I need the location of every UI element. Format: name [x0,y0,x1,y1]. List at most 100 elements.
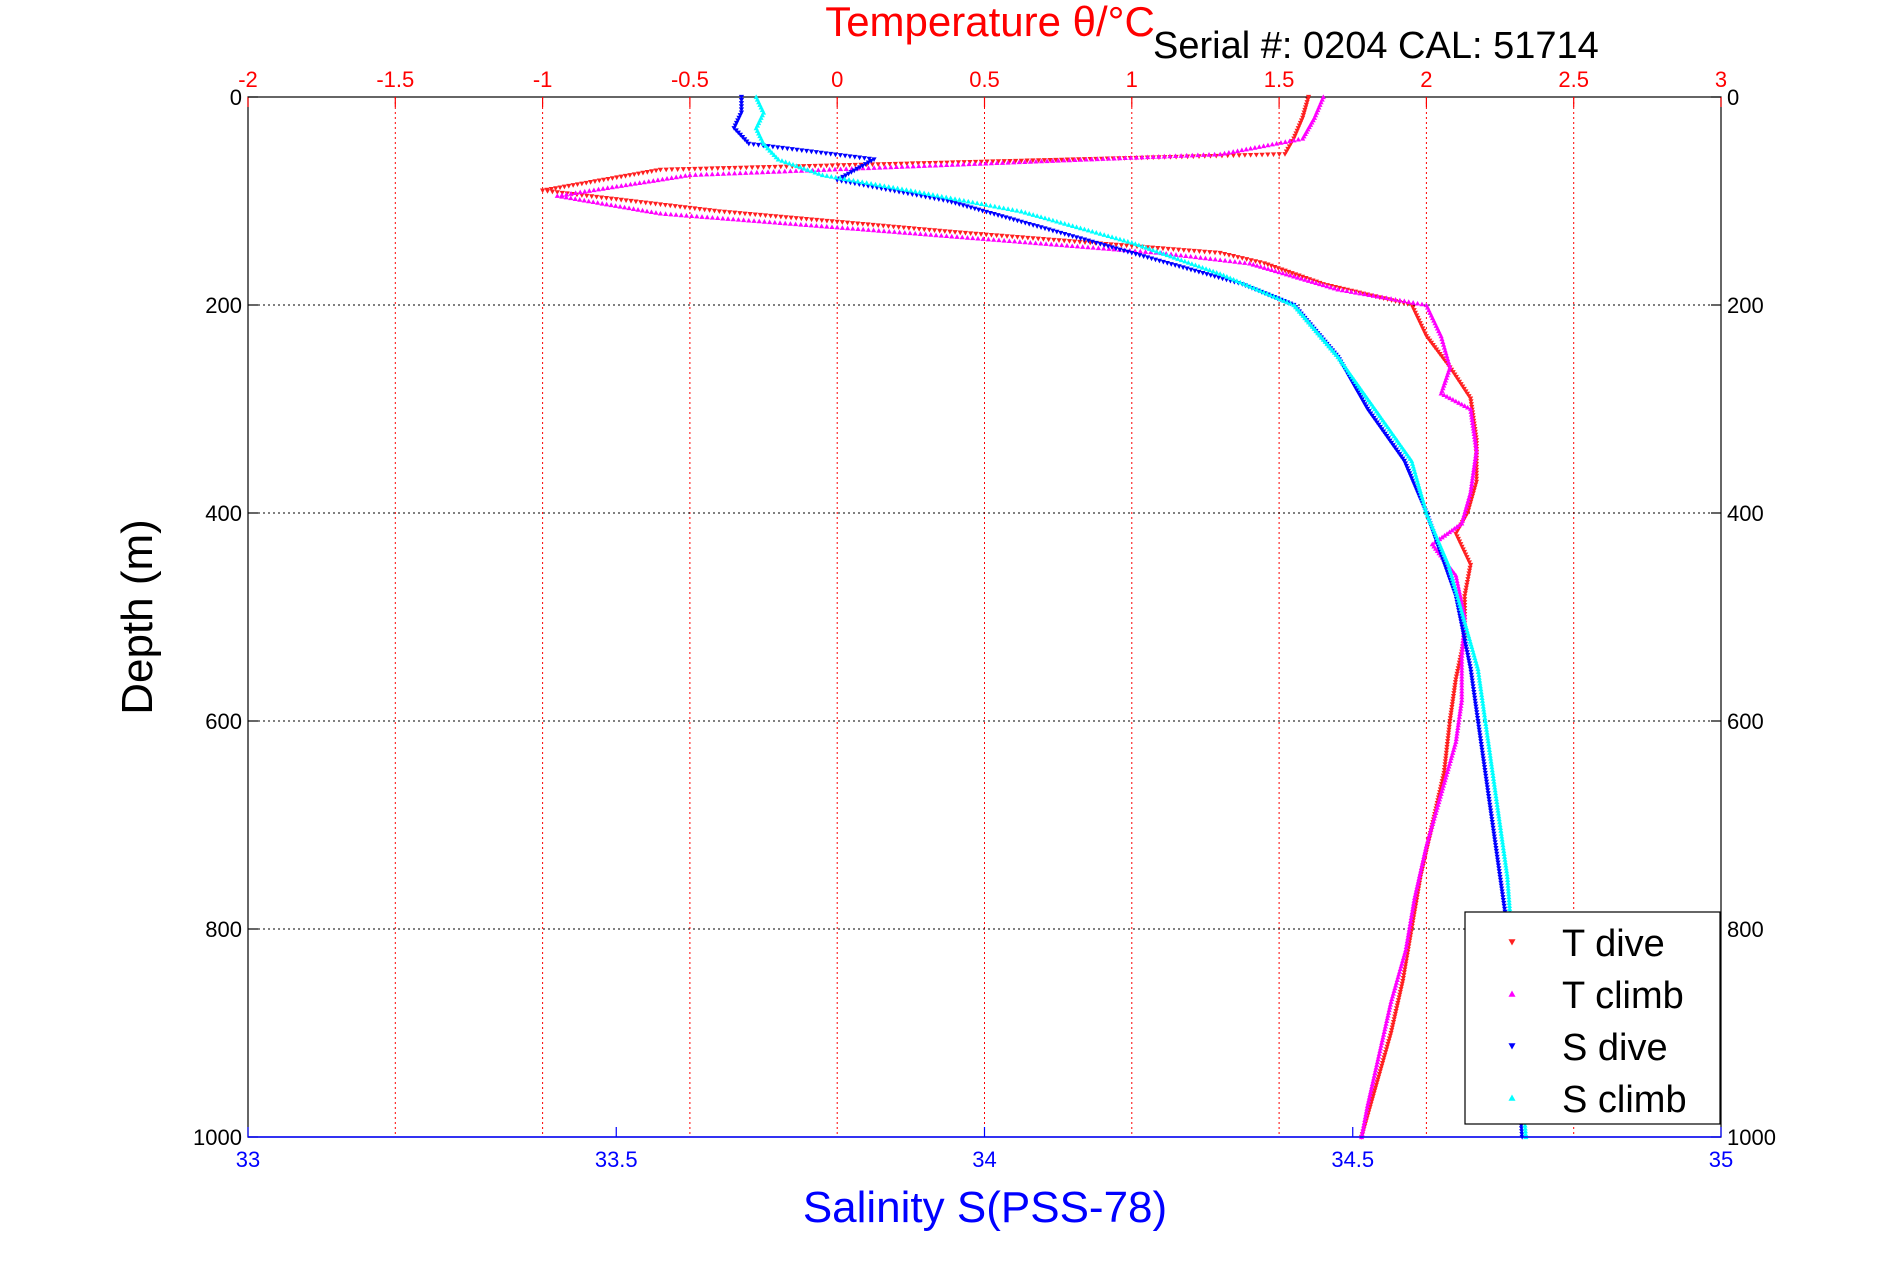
data-point [544,189,551,194]
data-point [1448,710,1454,716]
data-point [818,163,824,169]
data-point [1455,725,1461,731]
data-point [1440,782,1447,788]
data-point [1155,246,1161,251]
data-point [1348,289,1354,294]
data-point [633,199,639,205]
data-point [890,224,897,230]
data-point [631,172,637,178]
data-point [1235,255,1241,260]
data-point [1353,289,1359,295]
data-point [1492,784,1498,790]
data-point [999,214,1005,219]
data-point [1412,310,1418,316]
data-point [1164,252,1170,258]
data-point [970,199,976,205]
data-point [916,226,922,232]
data-point [1459,685,1465,691]
data-point [1294,274,1301,280]
data-point [1499,839,1506,845]
data-point [1467,664,1473,669]
data-point [767,219,773,225]
data-point [1462,591,1468,596]
data-point [861,156,867,161]
data-point [1030,236,1036,241]
data-point [1018,208,1024,214]
data-point [769,150,775,155]
data-point [798,216,804,222]
data-point [1463,552,1469,558]
data-point [1459,517,1466,523]
data-point [1459,679,1465,685]
data-point [954,234,960,239]
data-point [1472,439,1478,445]
data-point [1004,234,1010,239]
data-point [1470,681,1476,687]
data-point [1474,713,1480,718]
data-point [1188,267,1194,273]
data-point [1043,241,1049,246]
data-point [1400,978,1406,984]
data-point [1426,832,1433,837]
data-point [1081,237,1088,243]
data-point [1421,328,1427,334]
data-point [1435,802,1441,807]
data-point [1261,289,1267,295]
data-point [1035,236,1041,242]
data-point [1261,261,1267,266]
data-point [972,206,978,212]
data-point [1450,747,1457,753]
data-point [1302,277,1308,282]
data-point [816,171,822,176]
data-point [1392,1011,1398,1017]
data-point [1462,600,1468,605]
data-point [783,215,789,220]
data-point [1495,807,1501,813]
data-point [1173,252,1179,257]
data-point [1482,770,1488,776]
data-point [1275,266,1281,271]
data-point [1416,485,1423,491]
right-tick-label: 0 [1727,85,1739,110]
data-point [1244,257,1250,262]
data-point [870,227,877,233]
data-point [943,194,949,200]
data-point [1402,964,1408,970]
data-point [772,164,778,170]
data-point [1455,669,1461,674]
data-point [882,164,888,170]
data-point [938,162,944,168]
left-tick-label: 400 [205,501,242,526]
data-point [572,196,578,201]
x-axis-label-salinity: Salinity S(PSS-78) [803,1183,1167,1232]
data-point [1389,1028,1395,1033]
data-point [1059,242,1065,248]
data-point [549,189,556,195]
data-point [1050,158,1056,163]
data-point [1487,805,1493,811]
data-point [738,110,745,116]
data-point [1372,1088,1378,1094]
data-point [1373,1064,1379,1070]
data-point [1484,732,1490,738]
data-point [1459,520,1465,526]
data-point [663,167,669,173]
data-point [1265,266,1271,271]
data-point [880,223,886,229]
data-point [1412,469,1418,475]
data-point [1390,990,1396,996]
data-point [1504,874,1511,880]
data-point [1506,891,1512,897]
data-point [1468,669,1474,675]
data-point [1465,652,1471,658]
data-point [865,222,871,228]
data-point [1146,246,1153,251]
data-point [1082,240,1088,245]
data-point [1298,275,1304,281]
data-point [1430,821,1436,826]
top-tick-label: 2 [1420,67,1432,92]
data-point [978,201,985,206]
data-point [709,214,716,220]
data-point [1085,227,1091,233]
bottom-tick-label: 33.5 [595,1147,638,1172]
